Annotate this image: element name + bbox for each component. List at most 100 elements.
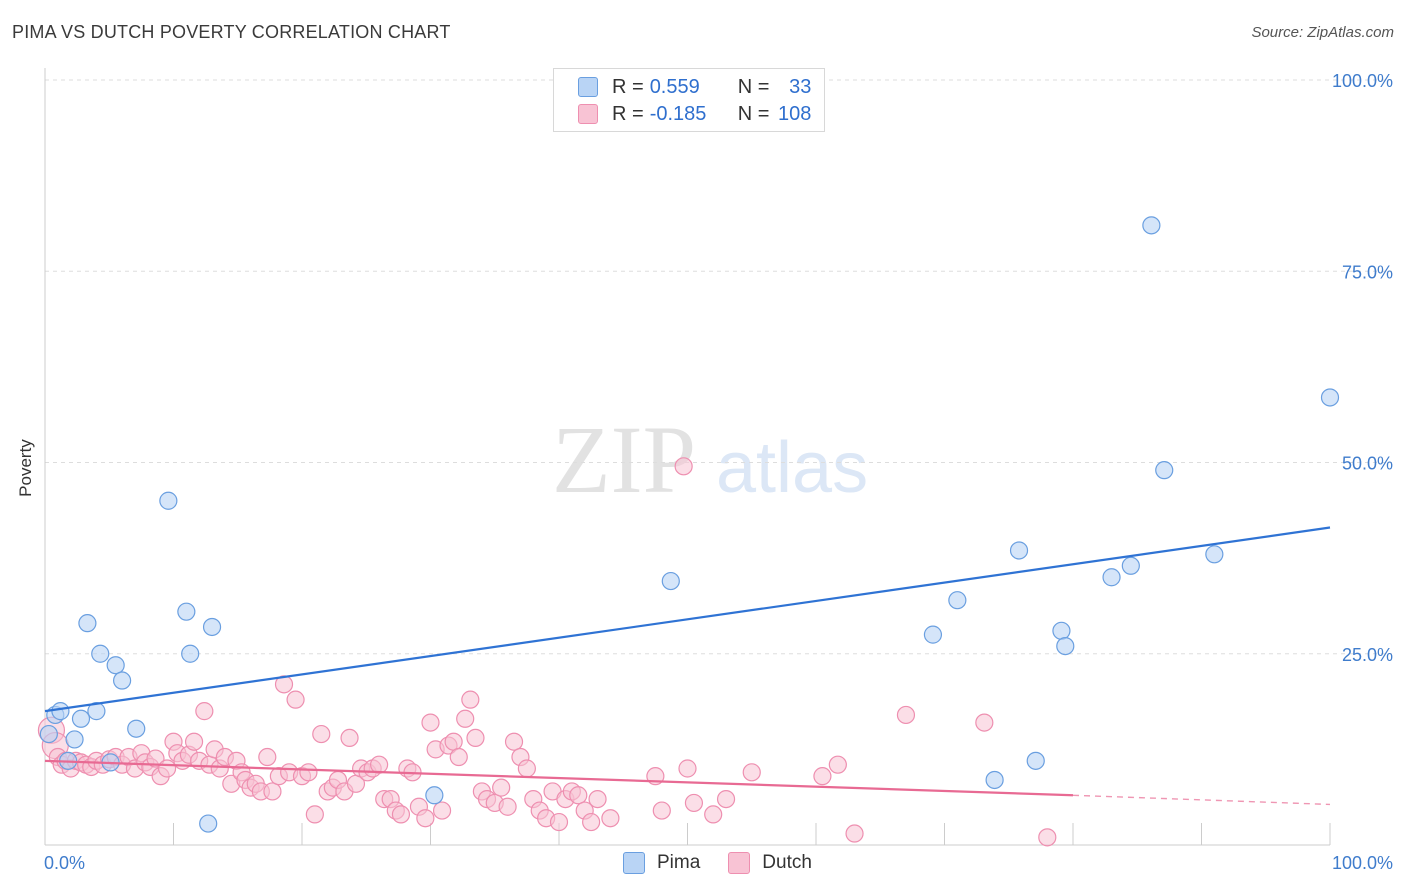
- watermark: ZIP atlas: [552, 406, 868, 513]
- pima-point: [1052, 621, 1071, 640]
- dutch-point: [456, 709, 475, 728]
- pima-point: [1056, 636, 1075, 656]
- pima-point: [1009, 541, 1029, 560]
- grid: [45, 79, 1392, 655]
- dutch-point: [498, 797, 517, 816]
- dutch-point: [466, 728, 485, 748]
- pima-point: [199, 814, 218, 833]
- pima-point: [1026, 751, 1045, 770]
- pima-point: [87, 702, 106, 721]
- legend-n-value: 108: [778, 102, 812, 125]
- dutch-point: [416, 809, 435, 828]
- pima-point: [425, 786, 444, 805]
- source-label: Source: ZipAtlas.com: [1251, 24, 1394, 41]
- tick-labels: 25.0% 50.0% 75.0% 100.0% 0.0% 100.0%: [44, 71, 1393, 873]
- dutch-point: [742, 763, 761, 782]
- pima-point: [127, 719, 146, 738]
- pima-point: [1102, 568, 1121, 587]
- x-tick-label: 100.0%: [1332, 853, 1393, 873]
- legend-r-label: R =: [612, 75, 644, 98]
- dutch-point: [845, 824, 864, 843]
- pima-point: [39, 724, 58, 744]
- dutch-point: [444, 732, 463, 751]
- dutch-point: [184, 732, 204, 751]
- pima-point: [202, 617, 222, 637]
- dutch-point: [652, 801, 671, 820]
- dutch-point: [582, 812, 601, 832]
- pima-point: [1142, 216, 1161, 235]
- pima-point: [71, 709, 91, 728]
- x-tick-label: 0.0%: [44, 853, 85, 873]
- pima-point: [661, 571, 680, 591]
- pima-point: [923, 625, 943, 644]
- y-tick-label: 75.0%: [1342, 262, 1393, 282]
- y-tick-label: 50.0%: [1342, 454, 1393, 474]
- dutch-trend-extension: [1072, 794, 1331, 806]
- dutch-swatch: [728, 852, 751, 874]
- correlation-legend: R = 0.559 N = 33 R = -0.185 N = 108: [553, 68, 825, 132]
- watermark-atlas: atlas: [716, 428, 868, 508]
- dutch-point: [1038, 828, 1057, 847]
- pima-trend-line: [44, 526, 1331, 713]
- pima-point: [106, 656, 125, 675]
- dutch-point: [299, 763, 318, 782]
- dutch-point: [975, 713, 994, 732]
- pima-swatch: [623, 852, 645, 874]
- dutch-points: [37, 457, 1057, 847]
- legend-n-value: 33: [789, 75, 812, 98]
- legend-r-label: R =: [612, 102, 644, 125]
- dutch-point: [517, 759, 536, 778]
- dutch-point: [684, 793, 704, 813]
- dutch-point: [549, 812, 569, 832]
- dutch-point: [716, 789, 736, 809]
- dutch-point: [449, 747, 468, 767]
- y-tick-label: 25.0%: [1342, 645, 1393, 665]
- dutch-point: [569, 786, 588, 805]
- dutch-point: [674, 457, 693, 476]
- pima-point: [985, 770, 1004, 790]
- legend-row-pima: R = 0.559 N = 33: [578, 74, 811, 100]
- legend-n-label: N =: [737, 75, 770, 98]
- pima-point: [1205, 545, 1224, 564]
- pima-point: [1320, 388, 1340, 407]
- dutch-point: [263, 782, 282, 801]
- dutch-point: [828, 755, 847, 774]
- chart-title: PIMA VS DUTCH POVERTY CORRELATION CHART: [12, 22, 451, 42]
- dutch-point: [678, 759, 697, 778]
- legend-item-pima[interactable]: Pima: [623, 852, 700, 874]
- dutch-point: [274, 675, 294, 694]
- pima-point: [112, 671, 132, 690]
- legend-r-value: -0.185: [649, 102, 707, 125]
- legend-label-dutch: Dutch: [762, 852, 812, 873]
- pima-point: [177, 602, 196, 621]
- dutch-point: [340, 728, 359, 748]
- dutch-point: [461, 690, 480, 709]
- legend-row-dutch: R = -0.185 N = 108: [578, 101, 811, 127]
- dutch-point: [588, 789, 607, 809]
- dutch-point: [391, 805, 411, 824]
- watermark-zip: ZIP: [552, 406, 696, 513]
- dutch-point: [601, 809, 620, 828]
- dutch-point: [896, 705, 916, 725]
- dutch-point: [704, 805, 723, 824]
- dutch-point: [504, 732, 524, 751]
- pima-point: [948, 591, 967, 610]
- dutch-point: [157, 759, 177, 778]
- pima-point: [51, 702, 70, 721]
- dutch-point: [312, 724, 331, 744]
- dutch-point: [432, 801, 452, 820]
- dutch-point: [305, 805, 324, 824]
- pima-point: [65, 730, 84, 749]
- pima-point: [1155, 461, 1174, 480]
- dutch-point: [370, 755, 389, 774]
- legend-item-dutch[interactable]: Dutch: [728, 852, 812, 874]
- dutch-point: [146, 749, 165, 768]
- dutch-point: [492, 778, 511, 797]
- dutch-trend-line: [44, 759, 1074, 797]
- dutch-swatch: [578, 104, 598, 124]
- dutch-point: [421, 713, 440, 732]
- pima-swatch: [578, 77, 598, 97]
- axes: [44, 68, 1331, 846]
- pima-point: [181, 644, 200, 663]
